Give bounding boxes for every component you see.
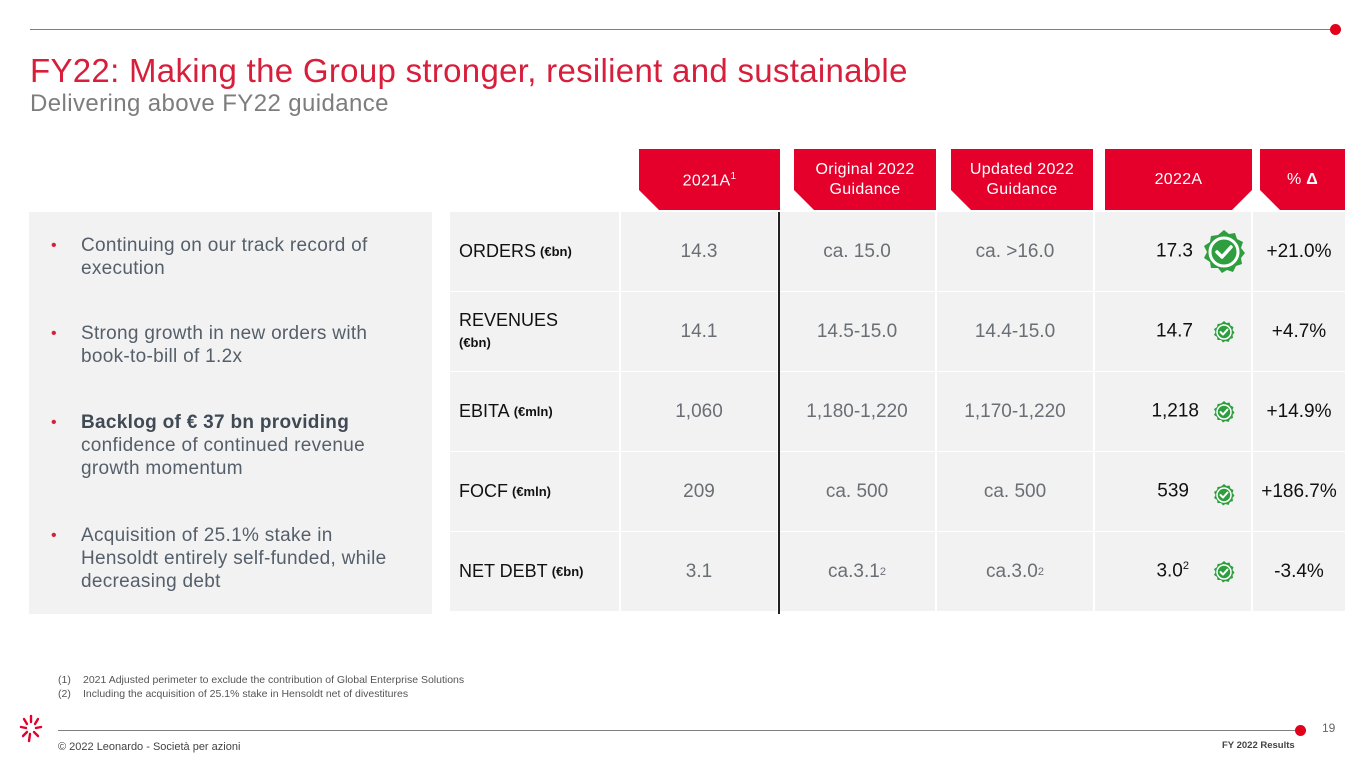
bullet-item: • Strong growth in new orders with book-… xyxy=(51,322,411,368)
table-row: FOCF (€mln) 209 ca. 500 ca. 500 539 +186.… xyxy=(450,452,1345,532)
table-row: NET DEBT (€bn) 3.1 ca.3.1 2 ca.3.0 2 3.02 -… xyxy=(450,532,1345,612)
footer-label: FY 2022 Results xyxy=(1222,740,1295,751)
page-title: FY22: Making the Group stronger, resilie… xyxy=(30,52,908,89)
cell-original-guidance: ca. 15.0 xyxy=(779,212,935,291)
check-badge-icon xyxy=(1214,484,1235,506)
cell-2021a: 14.1 xyxy=(621,292,777,371)
bullet-text: Continuing on our track record of execut… xyxy=(81,235,368,279)
bullet-item: • Backlog of € 37 bn providing confidenc… xyxy=(51,411,411,480)
cell-delta: +186.7% xyxy=(1253,452,1345,531)
bullet-dot-icon: • xyxy=(51,325,57,342)
cell-2021a: 209 xyxy=(621,452,777,531)
header-2021a: 2021A1 xyxy=(639,149,780,210)
cell-original-guidance: ca.3.1 2 xyxy=(779,532,935,611)
row-label: EBITA (€mln) xyxy=(450,372,619,451)
header-updated-guidance: Updated 2022 Guidance xyxy=(951,149,1093,210)
check-badge-icon xyxy=(1214,320,1235,342)
footnotes: (1) 2021 Adjusted perimeter to exclude th… xyxy=(58,673,464,701)
header-2022a: 2022A xyxy=(1105,149,1252,210)
column-divider xyxy=(778,212,780,614)
row-label: NET DEBT (€bn) xyxy=(450,532,619,611)
cell-delta: +4.7% xyxy=(1253,292,1345,371)
cell-updated-guidance: ca. 500 xyxy=(937,452,1093,531)
cell-2022a: 17.3 xyxy=(1095,212,1251,291)
cell-delta: -3.4% xyxy=(1253,532,1345,611)
cell-updated-guidance: 1,170-1,220 xyxy=(937,372,1093,451)
row-label: REVENUES (€bn) xyxy=(450,292,619,371)
copyright: © 2022 Leonardo - Società per azioni xyxy=(58,741,241,753)
table-row: EBITA (€mln) 1,060 1,180-1,220 1,170-1,22… xyxy=(450,372,1345,452)
row-label: FOCF (€mln) xyxy=(450,452,619,531)
cell-delta: +14.9% xyxy=(1253,372,1345,451)
cell-updated-guidance: 14.4-15.0 xyxy=(937,292,1093,371)
cell-delta: +21.0% xyxy=(1253,212,1345,291)
cell-2022a: 3.02 xyxy=(1095,532,1251,611)
header-delta: % Δ xyxy=(1260,149,1345,210)
bullet-dot-icon: • xyxy=(51,527,57,544)
cell-2022a: 539 xyxy=(1095,452,1251,531)
top-rule-dot xyxy=(1330,24,1341,35)
header-original-guidance: Original 2022 Guidance xyxy=(794,149,936,210)
check-badge-icon xyxy=(1214,400,1235,422)
check-badge-icon xyxy=(1214,560,1235,582)
cell-2021a: 1,060 xyxy=(621,372,777,451)
check-badge-icon xyxy=(1204,229,1245,273)
bullet-dot-icon: • xyxy=(51,414,57,431)
bullet-text: Backlog of € 37 bn providing confidence … xyxy=(81,412,365,479)
cell-updated-guidance: ca. >16.0 xyxy=(937,212,1093,291)
leonardo-logo-icon xyxy=(19,714,43,743)
guidance-table: ORDERS (€bn) 14.3 ca. 15.0 ca. >16.0 17.3… xyxy=(450,212,1345,612)
top-rule xyxy=(30,29,1333,30)
bullet-item: • Acquisition of 25.1% stake in Hensoldt… xyxy=(51,524,411,593)
footnote: (1) 2021 Adjusted perimeter to exclude th… xyxy=(58,674,465,686)
highlights-panel: • Continuing on our track record of exec… xyxy=(29,212,432,614)
bullet-dot-icon: • xyxy=(51,237,57,254)
cell-updated-guidance: ca.3.0 2 xyxy=(937,532,1093,611)
footnote: (2) Including the acquisition of 25.1% st… xyxy=(58,688,409,700)
cell-2021a: 14.3 xyxy=(621,212,777,291)
cell-2022a: 14.7 xyxy=(1095,292,1251,371)
bullet-text: Acquisition of 25.1% stake in Hensoldt e… xyxy=(81,525,387,592)
cell-original-guidance: 14.5-15.0 xyxy=(779,292,935,371)
bullet-item: • Continuing on our track record of exec… xyxy=(51,234,411,280)
table-row: REVENUES (€bn) 14.1 14.5-15.0 14.4-15.0 1… xyxy=(450,292,1345,372)
cell-2021a: 3.1 xyxy=(621,532,777,611)
bullet-text: Strong growth in new orders with book-to… xyxy=(81,323,368,367)
cell-2022a: 1,218 xyxy=(1095,372,1251,451)
cell-original-guidance: ca. 500 xyxy=(779,452,935,531)
cell-original-guidance: 1,180-1,220 xyxy=(779,372,935,451)
page-subtitle: Delivering above FY22 guidance xyxy=(30,90,389,117)
table-row: ORDERS (€bn) 14.3 ca. 15.0 ca. >16.0 17.3… xyxy=(450,212,1345,292)
bottom-rule xyxy=(58,730,1298,731)
page-number: 19 xyxy=(1322,721,1336,735)
row-label: ORDERS (€bn) xyxy=(450,212,619,291)
bottom-rule-dot xyxy=(1295,725,1306,736)
